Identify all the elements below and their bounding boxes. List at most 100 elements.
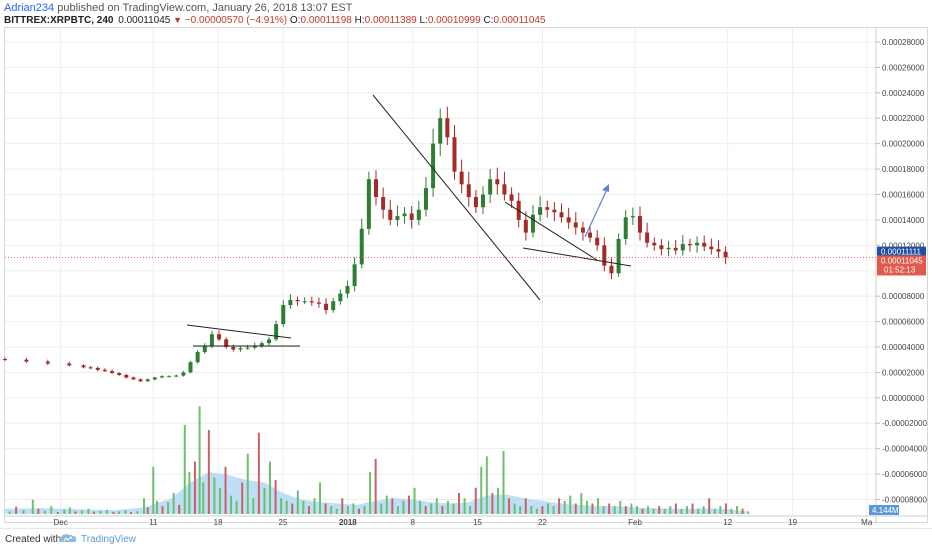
price-chart[interactable]: 0.00028000 0.00026000 0.00024000 0.00022000… bbox=[0, 0, 932, 528]
volume-bars bbox=[8, 406, 750, 514]
volume-bar bbox=[485, 456, 488, 514]
volume-bar bbox=[15, 506, 18, 514]
candle-body bbox=[3, 359, 7, 361]
volume-bar bbox=[56, 511, 59, 514]
chart-frame[interactable] bbox=[4, 27, 928, 523]
volume-bar bbox=[352, 503, 355, 514]
volume-bar bbox=[635, 506, 638, 514]
volume-bar bbox=[546, 503, 549, 514]
volume-bar bbox=[624, 506, 627, 514]
volume-bar bbox=[274, 479, 277, 514]
volume-bar bbox=[218, 487, 221, 514]
candle-body bbox=[488, 179, 493, 195]
tradingview-brand[interactable]: TradingView bbox=[81, 534, 137, 545]
volume-bar bbox=[652, 508, 655, 514]
candle-body bbox=[131, 377, 136, 380]
volume-bar bbox=[613, 506, 616, 514]
volume-bar bbox=[68, 507, 71, 514]
time-axis-label: 12 bbox=[723, 518, 732, 527]
candle-body bbox=[395, 216, 400, 220]
candle-body bbox=[602, 245, 607, 266]
volume-bar bbox=[319, 482, 322, 514]
volume-bar bbox=[558, 498, 561, 514]
candle-body bbox=[345, 285, 350, 294]
candle-body bbox=[495, 179, 500, 185]
candle-body bbox=[666, 247, 671, 250]
volume-bar bbox=[257, 432, 260, 514]
price-axis-label: 0.00024000 bbox=[882, 89, 925, 98]
tradingview-logo-icon[interactable] bbox=[58, 532, 78, 546]
ohlc-high-label: H: bbox=[354, 15, 365, 26]
volume-bar bbox=[647, 506, 650, 514]
volume-bar bbox=[291, 503, 294, 514]
author-link[interactable]: Adrian234 bbox=[4, 2, 55, 14]
price-axis-label: 0.00028000 bbox=[882, 38, 925, 47]
candle-body bbox=[95, 367, 100, 370]
candle-body bbox=[523, 219, 528, 233]
volume-bar bbox=[391, 498, 394, 514]
volume-bar bbox=[519, 506, 522, 514]
volume-bar bbox=[491, 493, 494, 514]
volume-bar bbox=[680, 508, 683, 514]
candle-body bbox=[266, 339, 271, 344]
candle-body bbox=[723, 251, 728, 258]
ohlc-close: 0.00011045 bbox=[493, 15, 546, 26]
volume-bar bbox=[446, 500, 449, 514]
candle-body bbox=[88, 367, 93, 369]
volume-bar bbox=[8, 511, 11, 514]
candle-body bbox=[67, 363, 72, 366]
candle-body bbox=[716, 249, 721, 252]
time-axis-label: Dec bbox=[53, 518, 67, 527]
candle-body bbox=[366, 179, 371, 229]
volume-bar bbox=[641, 508, 644, 514]
volume-bar bbox=[430, 503, 433, 514]
candle-body bbox=[687, 244, 692, 246]
volume-bar bbox=[346, 506, 349, 514]
volume-bar bbox=[585, 500, 588, 514]
candle-body bbox=[680, 244, 685, 251]
volume-bar bbox=[619, 500, 622, 514]
candle-body bbox=[110, 371, 115, 374]
volume-bar bbox=[341, 498, 344, 514]
volume-bar bbox=[597, 498, 600, 514]
candle-body bbox=[224, 339, 229, 347]
ticker-change: −0.00000570 (−4.91%) bbox=[184, 15, 288, 26]
volume-bar bbox=[424, 506, 427, 514]
candle-body bbox=[359, 228, 364, 265]
candle-body bbox=[188, 362, 193, 373]
candle-body bbox=[24, 359, 29, 362]
trendline-triangle-upper bbox=[504, 201, 598, 261]
price-tag-countdown: 01:52:13 bbox=[884, 265, 916, 274]
volume-bar bbox=[385, 495, 388, 514]
candle-body bbox=[288, 299, 293, 306]
candle-body bbox=[167, 376, 172, 378]
ticker-symbol[interactable]: BITTREX:XRPBTC, 240 bbox=[4, 15, 114, 26]
volume-bar bbox=[685, 506, 688, 514]
volume-bar bbox=[402, 500, 405, 514]
volume-bar bbox=[22, 510, 25, 514]
candle-body bbox=[580, 227, 585, 233]
volume-bar bbox=[178, 504, 181, 514]
volume-bar bbox=[307, 506, 310, 514]
price-axis-label: -0.00008000 bbox=[882, 495, 927, 504]
candle-body bbox=[566, 217, 571, 223]
volume-bar bbox=[713, 508, 716, 514]
volume-bar bbox=[302, 500, 305, 514]
volume-bar bbox=[608, 503, 611, 514]
time-axis-label: 8 bbox=[410, 518, 415, 527]
volume-bar bbox=[663, 508, 666, 514]
volume-bar bbox=[330, 506, 333, 514]
price-tag-red-text: 0.00011045 bbox=[881, 256, 923, 265]
price-axis-label: -0.00002000 bbox=[882, 419, 927, 428]
candle-body bbox=[416, 209, 421, 220]
price-axis-label: -0.00004000 bbox=[882, 445, 927, 454]
created-with-label: Created with bbox=[5, 534, 62, 545]
time-axis-label: 11 bbox=[149, 518, 158, 527]
volume-label: 4.144M bbox=[872, 506, 899, 515]
candle-body bbox=[709, 246, 714, 250]
price-axis-label: 0.00008000 bbox=[882, 292, 925, 301]
candle-body bbox=[659, 245, 664, 250]
price-tag-blue bbox=[877, 246, 926, 258]
volume-bar bbox=[741, 508, 744, 514]
candle-body bbox=[231, 346, 236, 350]
